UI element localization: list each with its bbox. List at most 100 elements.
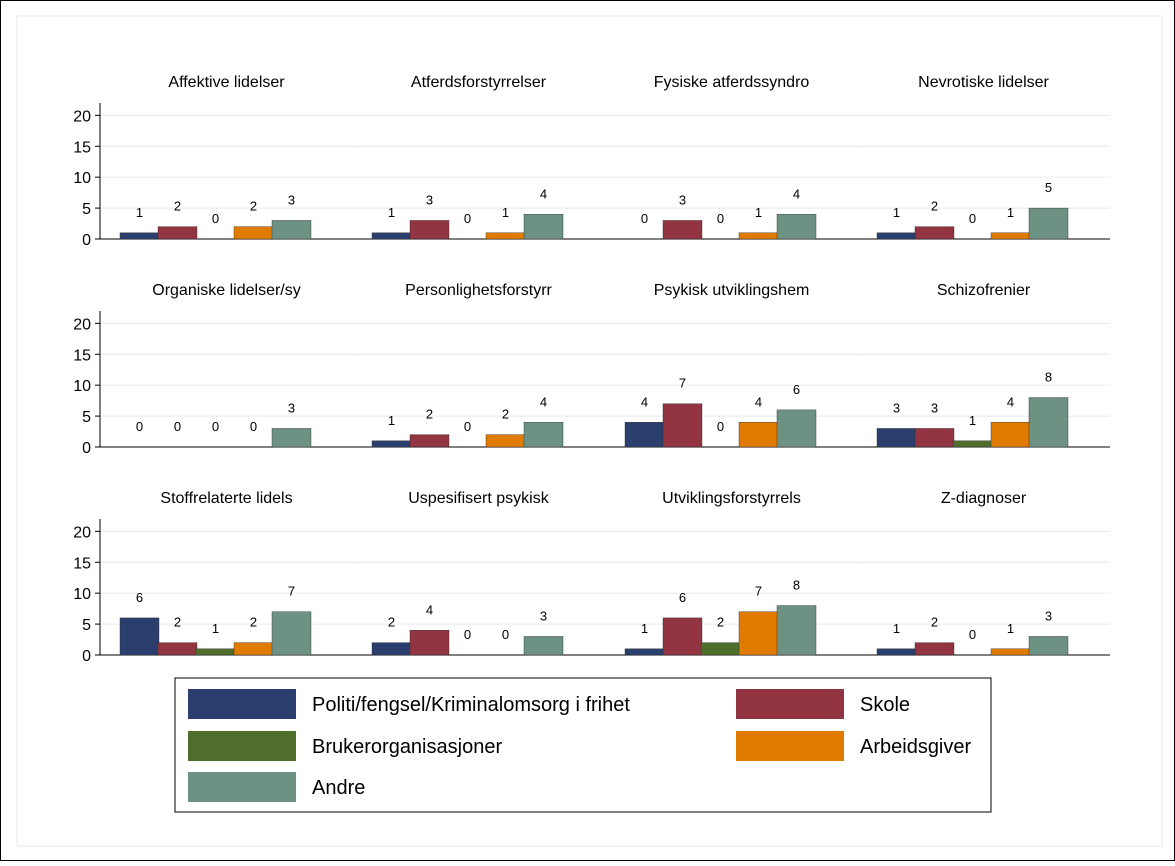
legend-label: Politi/fengsel/Kriminalomsorg i frihet: [312, 694, 630, 716]
bar-skole: [914, 642, 955, 656]
bar-value-label: 1: [212, 621, 219, 636]
bar-value-label: 3: [893, 400, 900, 415]
panel-title: Nevrotiske lidelser: [918, 74, 1049, 91]
panel-title: Affektive lidelser: [168, 74, 285, 91]
panel-5: 0 5 10 15 20 Organiske lidelser/sy 0 0 0 0 3: [73, 282, 353, 457]
bar-value-label: 4: [426, 602, 433, 617]
bar-value-label: 0: [212, 211, 219, 226]
bar-value-label: 0: [464, 419, 471, 434]
bar-value-label: 6: [136, 590, 143, 605]
bar-value-label: 2: [931, 199, 938, 214]
panel-title: Psykisk utviklingshem: [654, 282, 810, 299]
bar-value-label: 1: [136, 205, 143, 220]
panel-7: Psykisk utviklingshem 4 7 0 4 6: [605, 282, 858, 448]
bar-value-label: 1: [641, 621, 648, 636]
bar-value-label: 3: [288, 192, 295, 207]
legend-swatch: [188, 772, 296, 802]
y-tick-label: 5: [82, 201, 91, 218]
bar-value-label: 2: [717, 615, 724, 630]
panel-title: Utviklingsforstyrrels: [662, 490, 801, 507]
bar-value-label: 0: [250, 419, 257, 434]
y-tick-label: 0: [82, 648, 91, 665]
panel-8: Schizofrenier 3 3 1 4 8: [857, 282, 1110, 448]
panel-9: 0 5 10 15 20 Stoffrelaterte lidels 6 2 1 2 7: [73, 490, 353, 665]
bar-value-label: 1: [502, 205, 509, 220]
y-tick-label: 5: [82, 409, 91, 426]
bar-value-label: 0: [969, 211, 976, 226]
bar-value-label: 4: [641, 394, 648, 409]
bar-skole: [157, 642, 198, 656]
legend-swatch: [736, 731, 844, 761]
bar-value-label: 1: [755, 205, 762, 220]
bar-value-label: 4: [793, 186, 800, 201]
bar-andre: [523, 214, 564, 240]
bar-value-label: 4: [540, 394, 547, 409]
bar-value-label: 1: [1007, 621, 1014, 636]
bar-value-label: 2: [502, 407, 509, 422]
bar-value-label: 1: [388, 205, 395, 220]
bar-value-label: 4: [540, 186, 547, 201]
bar-value-label: 2: [250, 199, 257, 214]
legend-item-skole: Skole: [736, 689, 910, 719]
bar-politi: [876, 232, 917, 240]
bar-politi: [876, 648, 917, 656]
bar-value-label: 1: [969, 413, 976, 428]
bar-value-label: 3: [679, 192, 686, 207]
bar-value-label: 2: [426, 407, 433, 422]
bar-value-label: 7: [679, 376, 686, 391]
bar-value-label: 0: [717, 211, 724, 226]
legend-label: Brukerorganisasjoner: [312, 736, 502, 758]
y-tick-label: 20: [73, 524, 91, 541]
panel-10: Uspesifisert psykisk 2 4 0 0 3: [352, 490, 605, 656]
legend-label: Arbeidsgiver: [860, 736, 972, 758]
bar-arbeid: [485, 434, 526, 448]
bar-value-label: 6: [793, 382, 800, 397]
bar-value-label: 0: [717, 419, 724, 434]
bar-arbeid: [990, 232, 1031, 240]
bar-arbeid: [738, 422, 779, 448]
bar-value-label: 4: [1007, 394, 1014, 409]
bar-andre: [776, 214, 817, 240]
bar-bruker: [700, 642, 741, 656]
bar-politi: [371, 440, 412, 448]
y-tick-label: 20: [73, 316, 91, 333]
bar-arbeid: [233, 226, 274, 240]
bar-value-label: 1: [893, 205, 900, 220]
legend-label: Skole: [860, 694, 910, 716]
bar-skole: [662, 617, 703, 656]
bar-andre: [1028, 397, 1069, 448]
panel-title: Atferdsforstyrrelser: [411, 74, 547, 91]
y-tick-label: 0: [82, 440, 91, 457]
bar-value-label: 0: [969, 627, 976, 642]
legend-label: Andre: [312, 777, 365, 799]
bar-value-label: 4: [755, 394, 762, 409]
bar-value-label: 0: [641, 211, 648, 226]
legend-item-andre: Andre: [188, 772, 365, 802]
bar-skole: [409, 220, 450, 240]
bar-bruker: [952, 440, 993, 448]
panel-title: Schizofrenier: [937, 282, 1031, 299]
panel-11: Utviklingsforstyrrels 1 6 2 7 8: [605, 490, 858, 656]
bar-value-label: 3: [931, 400, 938, 415]
y-tick-label: 10: [73, 586, 91, 603]
bar-value-label: 6: [679, 590, 686, 605]
bar-value-label: 0: [136, 419, 143, 434]
panel-12: Z-diagnoser 1 2 0 1 3: [857, 490, 1110, 656]
panel-title: Organiske lidelser/sy: [152, 282, 301, 299]
panel-2: Atferdsforstyrrelser 1 3 0 1 4: [352, 74, 605, 240]
bar-value-label: 8: [1045, 370, 1052, 385]
bar-andre: [271, 611, 312, 656]
y-tick-label: 15: [73, 347, 91, 364]
bar-politi: [119, 617, 160, 656]
bar-value-label: 2: [250, 615, 257, 630]
bar-politi: [624, 648, 665, 656]
bar-value-label: 3: [288, 400, 295, 415]
bar-andre: [776, 605, 817, 656]
bar-arbeid: [738, 232, 779, 240]
bar-skole: [914, 428, 955, 448]
panel-title: Stoffrelaterte lidels: [160, 490, 292, 507]
panel-title: Fysiske atferdssyndro: [654, 74, 810, 91]
